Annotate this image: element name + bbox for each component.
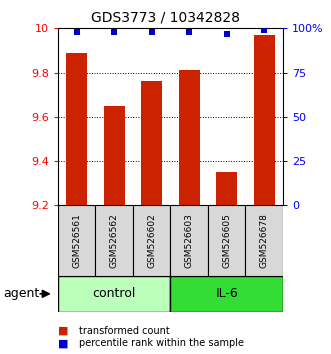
Text: GSM526602: GSM526602 — [147, 213, 156, 268]
Bar — [95, 205, 133, 276]
Point — [149, 29, 154, 35]
Bar — [66, 53, 87, 205]
Text: GSM526562: GSM526562 — [110, 213, 119, 268]
Bar — [254, 35, 274, 205]
Bar — [216, 172, 237, 205]
Point — [187, 29, 192, 35]
Point — [112, 29, 117, 35]
Bar — [104, 106, 124, 205]
Text: GSM526561: GSM526561 — [72, 213, 81, 268]
Text: GDS3773 / 10342828: GDS3773 / 10342828 — [91, 11, 240, 25]
Point — [74, 29, 79, 35]
Bar — [208, 205, 246, 276]
Text: transformed count: transformed count — [79, 326, 170, 336]
Text: ■: ■ — [58, 338, 69, 348]
Text: control: control — [92, 287, 136, 300]
Text: GSM526678: GSM526678 — [260, 213, 269, 268]
Bar — [170, 276, 283, 312]
Text: GSM526603: GSM526603 — [185, 213, 194, 268]
Bar — [141, 81, 162, 205]
Point — [261, 27, 267, 33]
Bar — [170, 205, 208, 276]
Point — [224, 31, 229, 36]
Text: IL-6: IL-6 — [215, 287, 238, 300]
Text: percentile rank within the sample: percentile rank within the sample — [79, 338, 244, 348]
Text: ■: ■ — [58, 326, 69, 336]
Text: agent: agent — [3, 287, 40, 300]
Bar — [58, 205, 95, 276]
Bar — [179, 70, 200, 205]
Text: GSM526605: GSM526605 — [222, 213, 231, 268]
Bar — [133, 205, 170, 276]
Bar — [246, 205, 283, 276]
Bar — [58, 276, 170, 312]
